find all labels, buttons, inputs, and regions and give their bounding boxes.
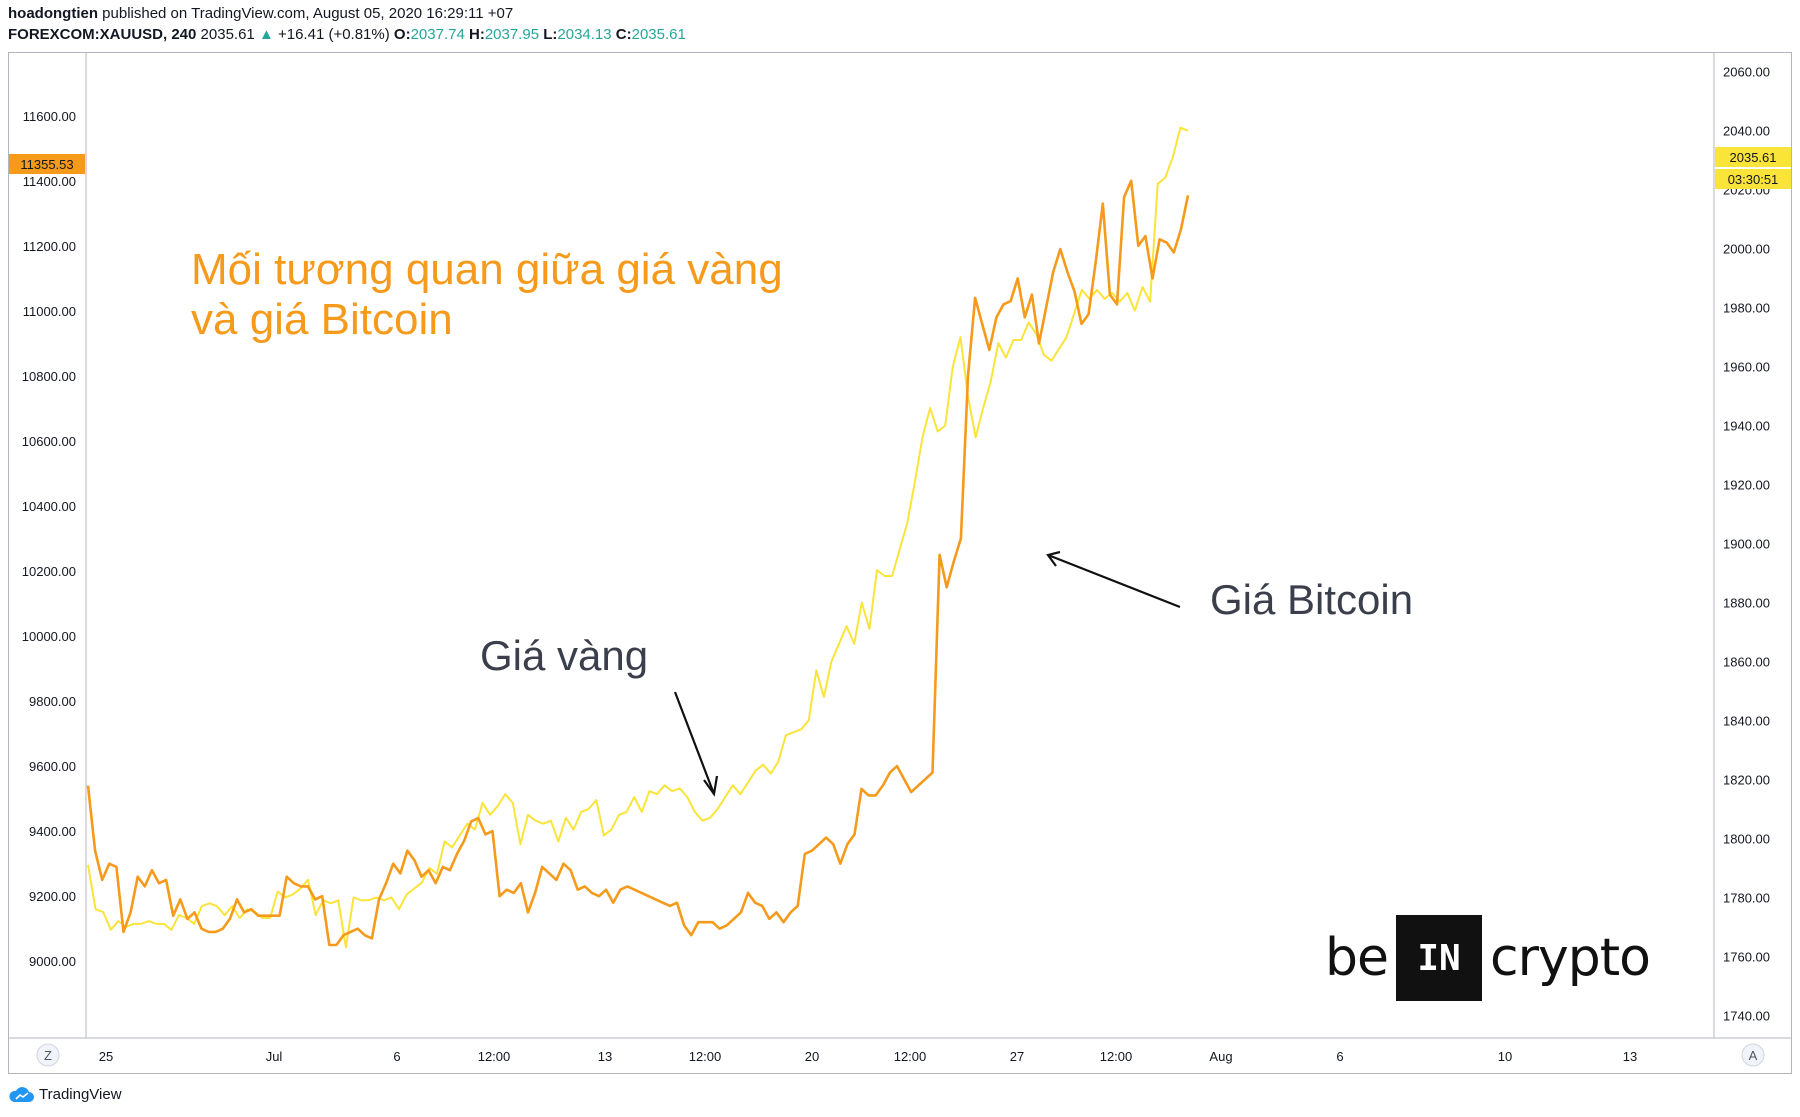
tradingview-cloud-icon	[9, 1086, 34, 1102]
tradingview-brand[interactable]: TradingView	[39, 1086, 122, 1103]
right-axis-tick: 1780.00	[1723, 890, 1770, 905]
left-axis-tick: 11000.00	[23, 304, 76, 319]
time-axis-tick: 13	[1623, 1049, 1637, 1064]
logo-text-right: crypto	[1490, 928, 1651, 988]
right-axis-tick: 1900.00	[1723, 537, 1770, 552]
logo-box-text: IN	[1417, 937, 1461, 979]
left-axis-button-label: Z	[44, 1048, 52, 1063]
left-axis-tick: 9200.00	[29, 889, 76, 904]
left-price-axis[interactable]: 11600.00 11400.00 11200.00 11000.00 10800.00…	[22, 109, 76, 969]
time-axis-tick: 6	[1336, 1049, 1343, 1064]
right-price-badge-text: 2035.61	[1730, 150, 1777, 165]
time-axis-tick: 6	[393, 1049, 400, 1064]
right-axis-tick: 1820.00	[1723, 772, 1770, 787]
right-price-axis[interactable]: 2060.002040.002020.002000.001980.001960.…	[1723, 65, 1770, 1024]
right-axis-tick: 1980.00	[1723, 301, 1770, 316]
gold-price-line	[87, 126, 1189, 949]
right-axis-tick: 2000.00	[1723, 242, 1770, 257]
chart-annotation-title-line2: và giá Bitcoin	[191, 295, 453, 344]
time-axis-tick: 25	[99, 1049, 113, 1064]
left-axis-tick: 10600.00	[22, 434, 76, 449]
low-value: 2034.13	[557, 26, 612, 43]
footer: TradingView	[8, 1086, 122, 1103]
right-axis-tick: 1920.00	[1723, 478, 1770, 493]
right-price-badge: 2035.61 03:30:51	[1715, 147, 1791, 189]
gold-arrow	[673, 691, 719, 797]
right-axis-tick: 1800.00	[1723, 831, 1770, 846]
left-price-badge: 11355.53	[9, 154, 85, 174]
left-axis-tick: 10000.00	[22, 629, 76, 644]
last-price: 2035.61	[200, 26, 255, 43]
time-axis-tick: 27	[1010, 1049, 1024, 1064]
left-axis-tick: 9000.00	[29, 954, 76, 969]
right-axis-tick: 1740.00	[1723, 1008, 1770, 1023]
publish-text: published on TradingView.com, August 05,…	[102, 5, 514, 22]
time-axis-tick: Jul	[266, 1049, 283, 1064]
left-axis-tick: 10400.00	[22, 499, 76, 514]
time-axis[interactable]: 25 Jul 6 12:00 13 12:00 20 12:00 27 12:00 Aug 6 10 13	[99, 1049, 1637, 1064]
left-price-badge-text: 11355.53	[20, 157, 73, 172]
left-axis-tick: 9600.00	[29, 759, 76, 774]
gold-price-label: Giá vàng	[480, 632, 648, 679]
low-label: L:	[543, 26, 558, 43]
time-axis-tick: 12:00	[1100, 1049, 1133, 1064]
price-chart[interactable]: 11600.00 11400.00 11200.00 11000.00 10800.00…	[8, 52, 1792, 1074]
open-value: 2037.74	[410, 26, 465, 43]
chart-border	[8, 52, 1792, 1074]
bitcoin-price-label: Giá Bitcoin	[1210, 576, 1413, 623]
time-axis-tick: Aug	[1209, 1049, 1232, 1064]
bitcoin-arrow	[1046, 550, 1181, 609]
left-axis-tick: 11400.00	[23, 174, 76, 189]
auto-scale-right-button[interactable]	[1741, 1043, 1765, 1067]
left-axis-tick: 9400.00	[29, 824, 76, 839]
close-value: 2035.61	[631, 26, 686, 43]
time-axis-tick: 20	[805, 1049, 819, 1064]
time-axis-tick: 12:00	[689, 1049, 722, 1064]
symbol-legend: FOREXCOM:XAUUSD, 240 2035.61 ▲ +16.41 (+…	[8, 26, 686, 43]
price-change: +16.41 (+0.81%)	[277, 26, 390, 43]
right-axis-tick: 1880.00	[1723, 596, 1770, 611]
countdown-badge-text: 03:30:51	[1728, 172, 1779, 187]
bitcoin-price-line	[86, 179, 1190, 947]
left-axis-tick: 10800.00	[22, 369, 76, 384]
high-label: H:	[468, 26, 485, 43]
up-triangle-icon: ▲	[258, 26, 274, 43]
symbol-name[interactable]: FOREXCOM:XAUUSD, 240	[8, 26, 197, 43]
logo-box: IN	[1396, 915, 1482, 1001]
left-axis-tick: 10200.00	[22, 564, 76, 579]
right-axis-tick: 1940.00	[1723, 419, 1770, 434]
right-axis-tick: 1840.00	[1723, 713, 1770, 728]
series-layer	[86, 126, 1190, 949]
time-axis-tick: 10	[1498, 1049, 1512, 1064]
high-value: 2037.95	[484, 26, 540, 43]
author-name[interactable]: hoadongtien	[8, 5, 98, 22]
beincrypto-logo: be IN crypto	[1325, 915, 1651, 1001]
left-axis-tick: 11600.00	[23, 109, 76, 124]
right-axis-tick: 1960.00	[1723, 360, 1770, 375]
right-axis-tick: 1860.00	[1723, 654, 1770, 669]
right-axis-tick: 2060.00	[1723, 65, 1770, 80]
close-label: C:	[615, 26, 632, 43]
logo-text-left: be	[1325, 928, 1389, 988]
left-axis-tick: 9800.00	[29, 694, 76, 709]
open-label: O:	[393, 26, 411, 43]
right-axis-tick: 1760.00	[1723, 949, 1770, 964]
publish-info: hoadongtien published on TradingView.com…	[8, 5, 513, 22]
time-axis-tick: 12:00	[478, 1049, 511, 1064]
right-axis-tick: 2040.00	[1723, 124, 1770, 139]
time-axis-tick: 13	[598, 1049, 612, 1064]
auto-scale-left-button[interactable]	[36, 1043, 60, 1067]
left-axis-tick: 11200.00	[23, 239, 76, 254]
chart-annotation-title-line1: Mối tương quan giữa giá vàng	[191, 245, 783, 294]
right-axis-button-label: A	[1749, 1048, 1758, 1063]
time-axis-tick: 12:00	[894, 1049, 927, 1064]
